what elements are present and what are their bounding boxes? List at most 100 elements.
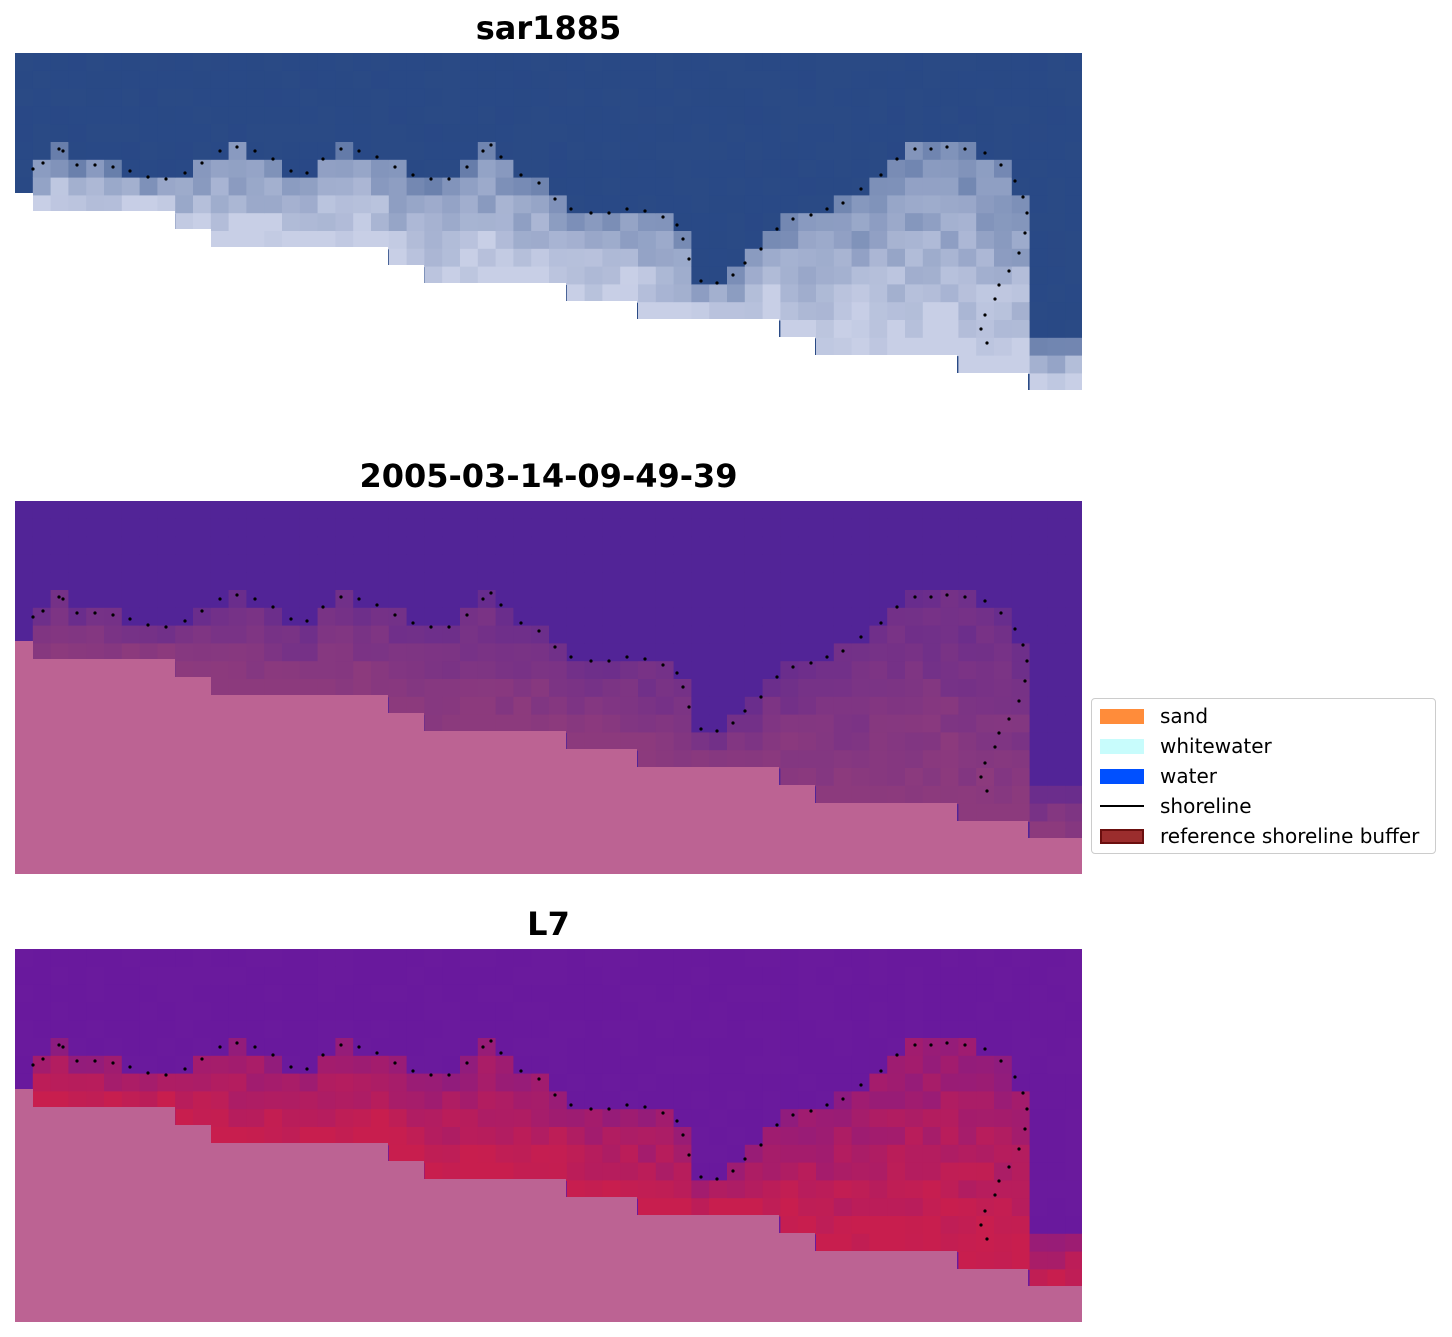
pixel-cell [922,1073,942,1092]
pixel-cell [691,142,710,161]
pixel-cell [228,590,247,609]
shoreline-point [128,1065,132,1069]
pixel-cell [317,1127,336,1146]
pixel-cell [673,284,692,303]
shoreline-point [1013,1075,1017,1079]
pixel-cell [210,231,230,250]
pixel-cell [1047,337,1066,357]
pixel-cell [175,1002,194,1021]
pixel-cell [495,142,514,161]
pixel-cell [495,213,514,232]
shoreline-point [164,625,168,629]
pixel-cell [68,1055,87,1075]
pixel-cell [816,750,835,769]
pixel-cell [531,1020,550,1039]
shoreline-point [339,595,343,599]
pixel-cell [566,159,586,179]
shoreline-point [183,1067,187,1071]
shoreline-point [218,597,222,601]
pixel-cell [727,696,746,716]
pixel-cell [816,536,835,555]
pixel-cell [299,1038,319,1057]
pixel-cell [905,106,924,125]
pixel-cell [460,696,479,716]
pixel-cell [388,177,408,196]
land-area [15,641,1082,874]
pixel-cell [1065,1127,1082,1146]
pixel-cell [958,124,977,143]
pixel-cell [905,1020,924,1039]
pixel-cell [798,1002,817,1021]
pixel-cell [68,501,87,520]
shoreline-point [235,593,239,597]
pixel-cell [673,732,692,751]
pixel-cell [460,679,479,698]
pixel-cell [335,53,354,72]
legend-item-water: water [1100,763,1217,789]
pixel-cell [638,1002,657,1021]
pixel-cell [940,1162,959,1181]
shoreline-point [607,1107,611,1111]
pixel-cell [531,142,550,161]
pixel-cell [940,177,959,196]
pixel-cell [15,949,34,968]
pixel-cell [976,88,995,107]
pixel-cell [193,661,212,680]
pixel-cell [193,572,212,591]
pixel-cell [887,1002,906,1021]
pixel-cell [1047,714,1066,733]
pixel-cell [335,984,354,1003]
pixel-cell [549,625,568,644]
pixel-cell [566,231,586,250]
pixel-cell [869,1144,888,1164]
pixel-cell [86,966,105,986]
pixel-cell [851,714,870,733]
pixel-cell [584,679,603,698]
pixel-cell [477,1038,497,1057]
pixel-cell [673,70,692,90]
pixel-cell [299,1055,319,1075]
pixel-cell [922,1055,942,1075]
pixel-cell [15,572,34,591]
pixel-cell [976,1180,995,1199]
pixel-cell [887,768,906,787]
pixel-cell [869,750,888,769]
pixel-cell [1065,1091,1082,1110]
pixel-cell [762,1144,781,1164]
pixel-cell [1065,159,1082,179]
pixel-cell [816,1038,835,1057]
pixel-cell [584,590,603,609]
pixel-cell [513,1144,532,1164]
pixel-cell [833,625,853,644]
shoreline-point [1013,179,1017,183]
pixel-cell [851,1055,870,1075]
pixel-cell [299,590,319,609]
pixel-cell [406,661,425,680]
pixel-cell [1029,1216,1048,1235]
pixel-cell [958,984,977,1003]
pixel-cell [798,320,817,339]
pixel-cell [246,984,265,1003]
shoreline-point [675,1119,679,1123]
pixel-cell [905,554,924,573]
pixel-cell [922,661,942,680]
pixel-cell [620,696,639,716]
pixel-cell [602,661,621,680]
pixel-cell [15,70,34,90]
pixel-cell [780,106,799,125]
pixel-cell [210,1091,230,1110]
pixel-cell [68,159,87,179]
pixel-cell [460,142,479,161]
pixel-cell [816,231,835,250]
pixel-cell [727,643,746,662]
pixel-cell [68,966,87,986]
pixel-cell [1029,231,1048,250]
pixel-cell [139,625,158,644]
pixel-cell [335,177,354,196]
pixel-cell [816,142,835,161]
pixel-cell [655,177,675,196]
pixel-cell [869,679,888,698]
pixel-cell [816,1002,835,1021]
pixel-cell [798,643,817,662]
pixel-cell [940,501,959,520]
